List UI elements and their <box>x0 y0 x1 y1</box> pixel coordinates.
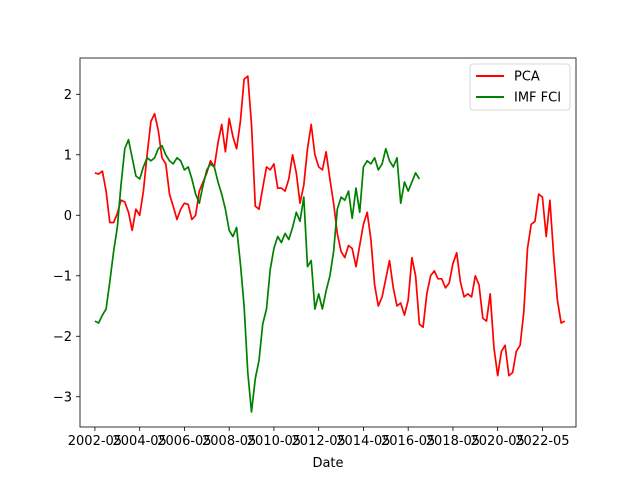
x-tick-label: 2020-05 <box>471 434 525 449</box>
x-tick-label: 2016-05 <box>381 434 435 449</box>
legend: PCA IMF FCI <box>469 63 571 111</box>
y-tick-label: −2 <box>53 330 72 345</box>
legend-label-imf-fci: IMF FCI <box>514 91 561 106</box>
x-tick-label: 2012-05 <box>292 434 346 449</box>
x-tick-label: 2004-05 <box>113 434 167 449</box>
series-line-pca <box>94 75 566 377</box>
y-tick-label: −1 <box>53 269 72 284</box>
x-tick-label: 2010-05 <box>247 434 301 449</box>
series-line-imf-fci <box>94 138 421 413</box>
x-axis-label: Date <box>312 456 343 471</box>
plot-frame <box>79 57 577 428</box>
x-tick-label: 2022-05 <box>515 434 569 449</box>
x-tick-label: 2008-05 <box>202 434 256 449</box>
y-tick-label: 1 <box>64 148 72 163</box>
y-tick-label: 0 <box>64 209 72 224</box>
x-tick-label: 2002-05 <box>68 434 122 449</box>
x-tick-label: 2014-05 <box>336 434 390 449</box>
y-tick-label: 2 <box>64 88 72 103</box>
x-tick-label: 2018-05 <box>426 434 480 449</box>
y-tick-label: −3 <box>53 390 72 405</box>
x-tick-label: 2006-05 <box>157 434 211 449</box>
legend-label-pca: PCA <box>514 70 540 85</box>
